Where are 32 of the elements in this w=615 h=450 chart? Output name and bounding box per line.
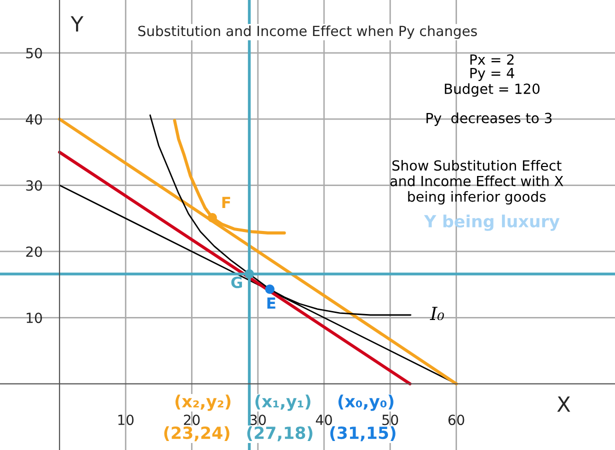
annotation: E bbox=[267, 298, 276, 309]
point bbox=[244, 269, 254, 279]
annotation: (23,24) bbox=[164, 426, 230, 442]
annotation: (x₀,y₀) bbox=[338, 394, 394, 411]
annotation: Px = 2 bbox=[470, 54, 514, 65]
annotation: (x₂,y₂) bbox=[175, 394, 230, 411]
y-tick-label: 50 bbox=[26, 48, 42, 58]
point bbox=[265, 284, 274, 294]
y-tick-label: 20 bbox=[26, 246, 42, 257]
x-tick-label: 60 bbox=[448, 414, 464, 426]
annotation: Py = 4 bbox=[470, 68, 514, 81]
annotation: (x₁,y₁) bbox=[255, 394, 310, 411]
annotation: Py decreases to 3 bbox=[426, 112, 552, 126]
annotation: Budget = 120 bbox=[444, 83, 540, 97]
annotation: (27,18) bbox=[247, 426, 312, 442]
x-tick-label: 30 bbox=[250, 414, 266, 426]
y-tick-label: 30 bbox=[26, 180, 42, 191]
x-tick-label: 20 bbox=[184, 414, 200, 426]
x-tick-label: 10 bbox=[118, 414, 134, 426]
annotation: (31,15) bbox=[330, 426, 396, 442]
annotation: F bbox=[222, 196, 230, 208]
x-axis-title: X bbox=[557, 396, 570, 412]
point bbox=[208, 213, 217, 222]
annotation: G bbox=[231, 276, 242, 288]
x-tick-label: 50 bbox=[382, 414, 398, 426]
y-tick-label: 10 bbox=[26, 312, 42, 324]
x-tick-label: 40 bbox=[316, 414, 332, 426]
text: Substitution and Income Effect when Py changes bbox=[138, 25, 477, 39]
y-tick-label: 40 bbox=[26, 114, 42, 125]
annotation: Show Substitution Effect and Income Effect with X being inferior goods bbox=[390, 160, 564, 205]
y-axis-title: Y bbox=[70, 16, 84, 32]
annotation: I₀ bbox=[430, 306, 444, 320]
